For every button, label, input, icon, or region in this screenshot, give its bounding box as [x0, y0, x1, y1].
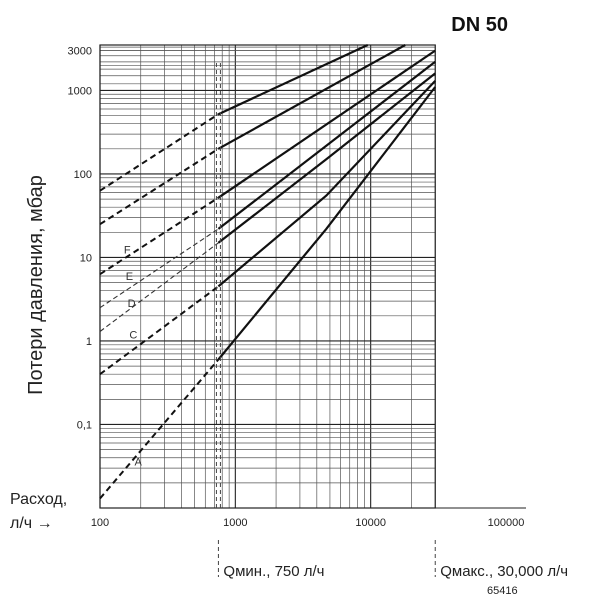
series-dashed-line	[99, 358, 220, 500]
series-label: A	[135, 457, 143, 469]
series-dashed-line	[99, 113, 219, 192]
series-solid-line	[217, 72, 436, 244]
x-tick-label: 1000	[223, 517, 247, 529]
y-tick-label: 1000	[68, 85, 92, 97]
series-dashed-line	[99, 147, 219, 226]
chart-title: DN 50	[451, 14, 508, 36]
series-c: C	[99, 80, 436, 376]
y-tick-label: 1	[86, 336, 92, 348]
series-dashed-line	[99, 285, 219, 376]
grid	[99, 45, 526, 509]
y-tick-label: 3000	[68, 46, 92, 58]
series-e: E	[99, 60, 436, 309]
series-solid-line	[217, 49, 436, 199]
marker-label: Qмакс., 30,000 л/ч	[440, 563, 568, 580]
x-tick-label: 100	[91, 517, 109, 529]
series-solid-line	[217, 86, 437, 361]
series-unlabeled-5	[99, 44, 406, 226]
series-label: D	[128, 298, 136, 310]
series-label: C	[129, 329, 137, 341]
plot-frame	[99, 44, 436, 509]
x-axis-label-line2: л/ч →	[10, 515, 53, 532]
marker-group: Qмин., 750 л/ч Qмакс., 30,000 л/ч	[215, 63, 568, 580]
x-tick-label: 100000	[488, 517, 525, 529]
x-axis-label-line1: Расход,	[10, 491, 67, 508]
series-dashed-line	[99, 196, 219, 276]
y-tick-label: 10	[80, 252, 92, 264]
qmax-marker: Qмакс., 30,000 л/ч	[434, 540, 568, 580]
series-a: A	[99, 86, 437, 500]
series-group: A C D E F	[99, 44, 437, 500]
series-unlabeled-6	[99, 44, 369, 192]
series-solid-line	[217, 60, 436, 230]
marker-label: Qмин., 750 л/ч	[223, 563, 324, 580]
qmin-marker: Qмин., 750 л/ч	[215, 63, 325, 580]
series-label: E	[126, 271, 133, 283]
y-tick-label: 0,1	[77, 419, 92, 431]
series-solid-line	[217, 44, 369, 116]
tick-labels: 100 1000 10000 100000 0,1 1 10 100 1000 3000	[68, 46, 525, 529]
series-solid-line	[217, 80, 436, 288]
series-label: F	[124, 244, 131, 256]
y-tick-label: 100	[74, 169, 92, 181]
series-d: D	[99, 72, 436, 332]
y-axis-label: Потери давления, мбар	[25, 175, 47, 395]
series-solid-line	[217, 44, 406, 150]
series-dashed-line	[99, 228, 219, 309]
series-dashed-line	[99, 242, 219, 332]
figure-number: 65416	[487, 585, 518, 597]
series-f: F	[99, 49, 436, 276]
x-tick-label: 10000	[355, 517, 386, 529]
